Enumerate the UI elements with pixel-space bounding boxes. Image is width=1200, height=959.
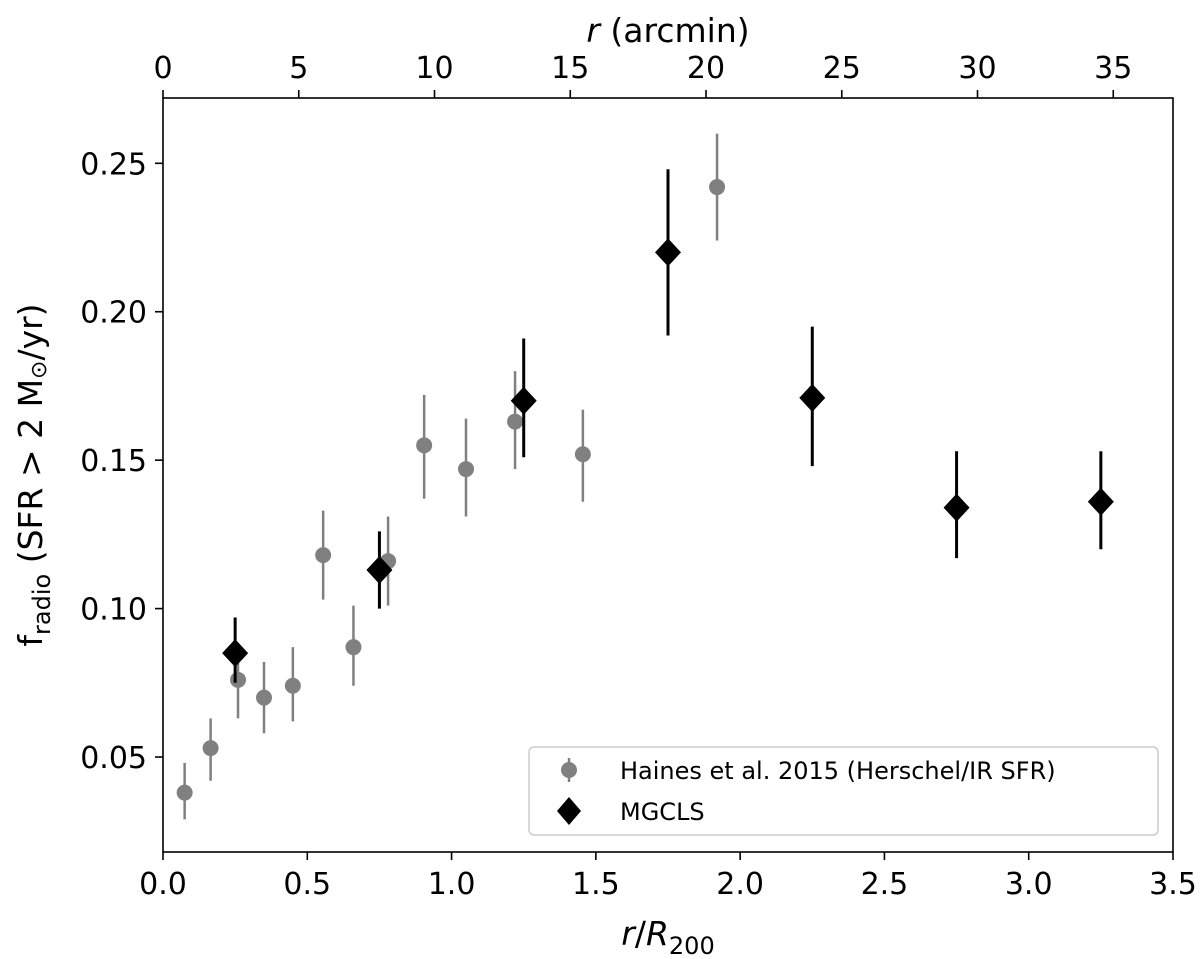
data-point xyxy=(230,671,247,688)
data-point xyxy=(510,386,537,415)
data-point xyxy=(655,238,681,267)
top-tick-label: 10 xyxy=(415,51,453,86)
x-tick-label: 2.0 xyxy=(716,867,764,902)
top-axis-title-rest: (arcmin) xyxy=(600,11,750,50)
data-point xyxy=(202,740,219,757)
x-tick-label: 1.0 xyxy=(428,867,476,902)
data-point xyxy=(284,677,301,694)
y-tick-label: 0.05 xyxy=(80,741,147,776)
x-axis-title-R: R xyxy=(646,914,669,953)
data-point xyxy=(366,555,393,584)
y-tick-label: 0.25 xyxy=(80,147,147,182)
top-tick-label: 25 xyxy=(823,51,861,86)
top-axis-title: r (arcmin) xyxy=(586,11,749,50)
y-axis-title-sub: radio xyxy=(28,574,56,635)
data-point xyxy=(943,493,970,522)
y-tick-label: 0.20 xyxy=(80,296,147,331)
legend-box xyxy=(528,746,1159,836)
x-tick-label: 1.5 xyxy=(572,867,620,902)
data-point xyxy=(222,639,249,668)
data-point xyxy=(458,461,474,478)
y-tick-label: 0.10 xyxy=(80,593,147,628)
y-axis-title-rest: (SFR > 2 M xyxy=(11,379,50,574)
data-point xyxy=(799,383,826,412)
data-point xyxy=(256,689,272,706)
data-point xyxy=(345,639,362,656)
x-tick-label: 3.0 xyxy=(1005,867,1053,902)
data-point xyxy=(507,413,524,430)
top-tick-label: 5 xyxy=(289,51,308,86)
legend: Haines et al. 2015 (Herschel/IR SFR) MGC… xyxy=(528,746,1159,836)
data-point xyxy=(709,179,726,196)
x-tick-label: 0.0 xyxy=(139,867,187,902)
x-tick-label: 3.5 xyxy=(1149,867,1197,902)
y-axis-title-sun: ⊙ xyxy=(27,361,52,379)
x-axis-title-sub: 200 xyxy=(669,932,715,959)
top-tick-label: 35 xyxy=(1094,51,1132,86)
y-tick-label: 0.15 xyxy=(80,444,147,479)
top-tick-label: 15 xyxy=(551,51,589,86)
y-axis-title-tail: /yr) xyxy=(11,303,50,360)
y-axis-title: fradio (SFR > 2 M⊙/yr) xyxy=(11,303,56,646)
data-point xyxy=(176,784,193,801)
series-mgcls xyxy=(222,169,1114,683)
top-tick-label: 30 xyxy=(958,51,996,86)
y-axis-title-f: f xyxy=(11,634,50,647)
legend-marker-haines xyxy=(561,758,577,782)
data-points xyxy=(176,133,1114,820)
series-haines xyxy=(176,133,726,820)
legend-label-mgcls: MGCLS xyxy=(620,798,705,826)
x-axis-title-slash: / xyxy=(635,914,647,953)
x-axis-title-r: r xyxy=(621,914,637,953)
plot-frame xyxy=(162,97,1174,853)
axes: 0.0 0.5 1.0 1.5 2.0 2.5 3.0 3.5 0 5 10 15 20 25 30 35 0.… xyxy=(80,51,1197,902)
data-point xyxy=(1087,487,1114,516)
top-axis-title-r: r xyxy=(586,11,602,50)
x-tick-label: 0.5 xyxy=(283,867,331,902)
data-point xyxy=(315,547,332,564)
x-tick-label: 2.5 xyxy=(861,867,909,902)
legend-marker-mgcls xyxy=(557,797,581,825)
legend-label-haines: Haines et al. 2015 (Herschel/IR SFR) xyxy=(620,757,1056,785)
top-tick-label: 20 xyxy=(687,51,725,86)
x-axis-title: r/R200 xyxy=(621,914,714,959)
data-point xyxy=(416,437,433,454)
top-tick-label: 0 xyxy=(153,51,172,86)
data-point xyxy=(574,446,591,463)
